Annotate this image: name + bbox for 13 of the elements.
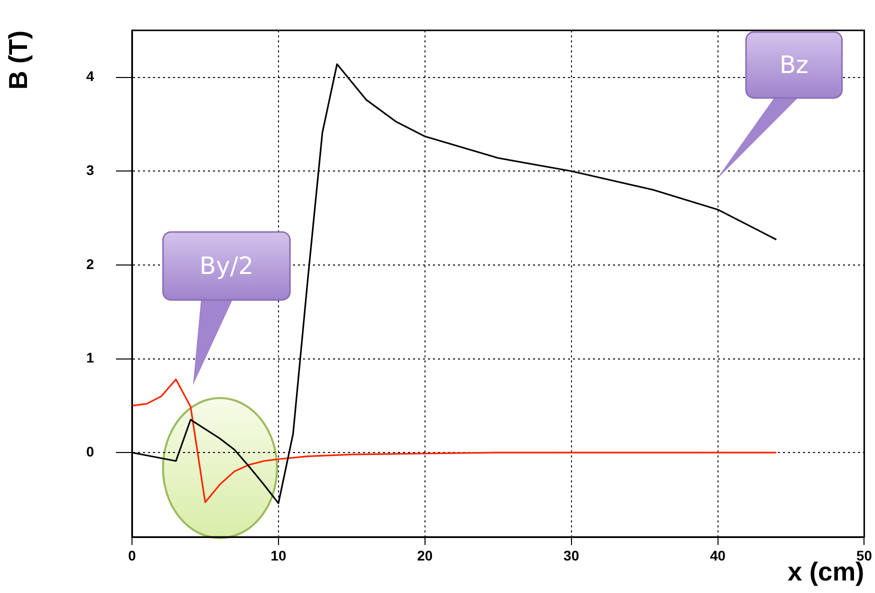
x-tick-label: 20 bbox=[417, 547, 433, 564]
x-tick-label: 30 bbox=[564, 547, 580, 564]
y-axis-title: B (T) bbox=[2, 30, 33, 90]
speech-bubble: Bz bbox=[714, 30, 844, 182]
x-tick-label: 10 bbox=[270, 547, 286, 564]
speech-bubble: By/2 bbox=[161, 230, 292, 387]
x-tick-label: 40 bbox=[710, 547, 726, 564]
x-tick-label: 0 bbox=[128, 547, 136, 564]
y-tick-label: 1 bbox=[86, 350, 94, 366]
y-tick-label: 2 bbox=[86, 256, 94, 272]
y-tick-label: 4 bbox=[86, 68, 94, 84]
y-tick-label: 3 bbox=[86, 162, 94, 178]
y-tick-label: 0 bbox=[86, 443, 94, 460]
